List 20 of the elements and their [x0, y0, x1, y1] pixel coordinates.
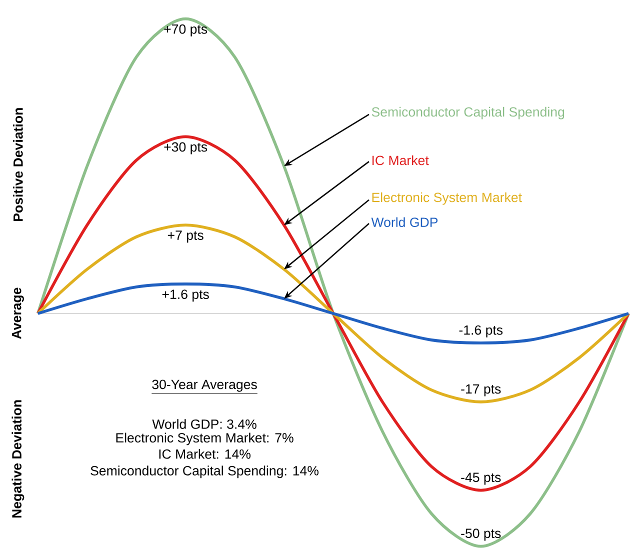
annotation: +7 pts [168, 230, 204, 243]
text: Average [12, 288, 24, 340]
annotation: World GDP: 3.4% [152, 419, 256, 430]
annotation: -1.6 pts [459, 325, 503, 338]
text: World GDP [371, 217, 438, 228]
annotation: -50 pts [461, 528, 501, 541]
annotation: +1.6 pts [162, 290, 209, 302]
text: Electronic System Market [372, 192, 522, 205]
text: Negative Deviation [12, 400, 24, 518]
annotation: -45 pts [461, 472, 501, 485]
annotation: -17 pts [461, 384, 501, 396]
annotation: IC Market: 14% [159, 449, 251, 459]
text: Positive Deviation [13, 108, 23, 222]
annotation: Electronic System Market: 7% [116, 432, 294, 446]
annotation: +70 pts [164, 24, 208, 37]
annotation: +30 pts [164, 142, 208, 154]
annotation: Semiconductor Capital Spending: 14% [90, 466, 319, 478]
text: IC Market [372, 156, 429, 166]
text: Semiconductor Capital Spending [372, 107, 564, 120]
annotation: 30-Year Averages [152, 380, 257, 392]
